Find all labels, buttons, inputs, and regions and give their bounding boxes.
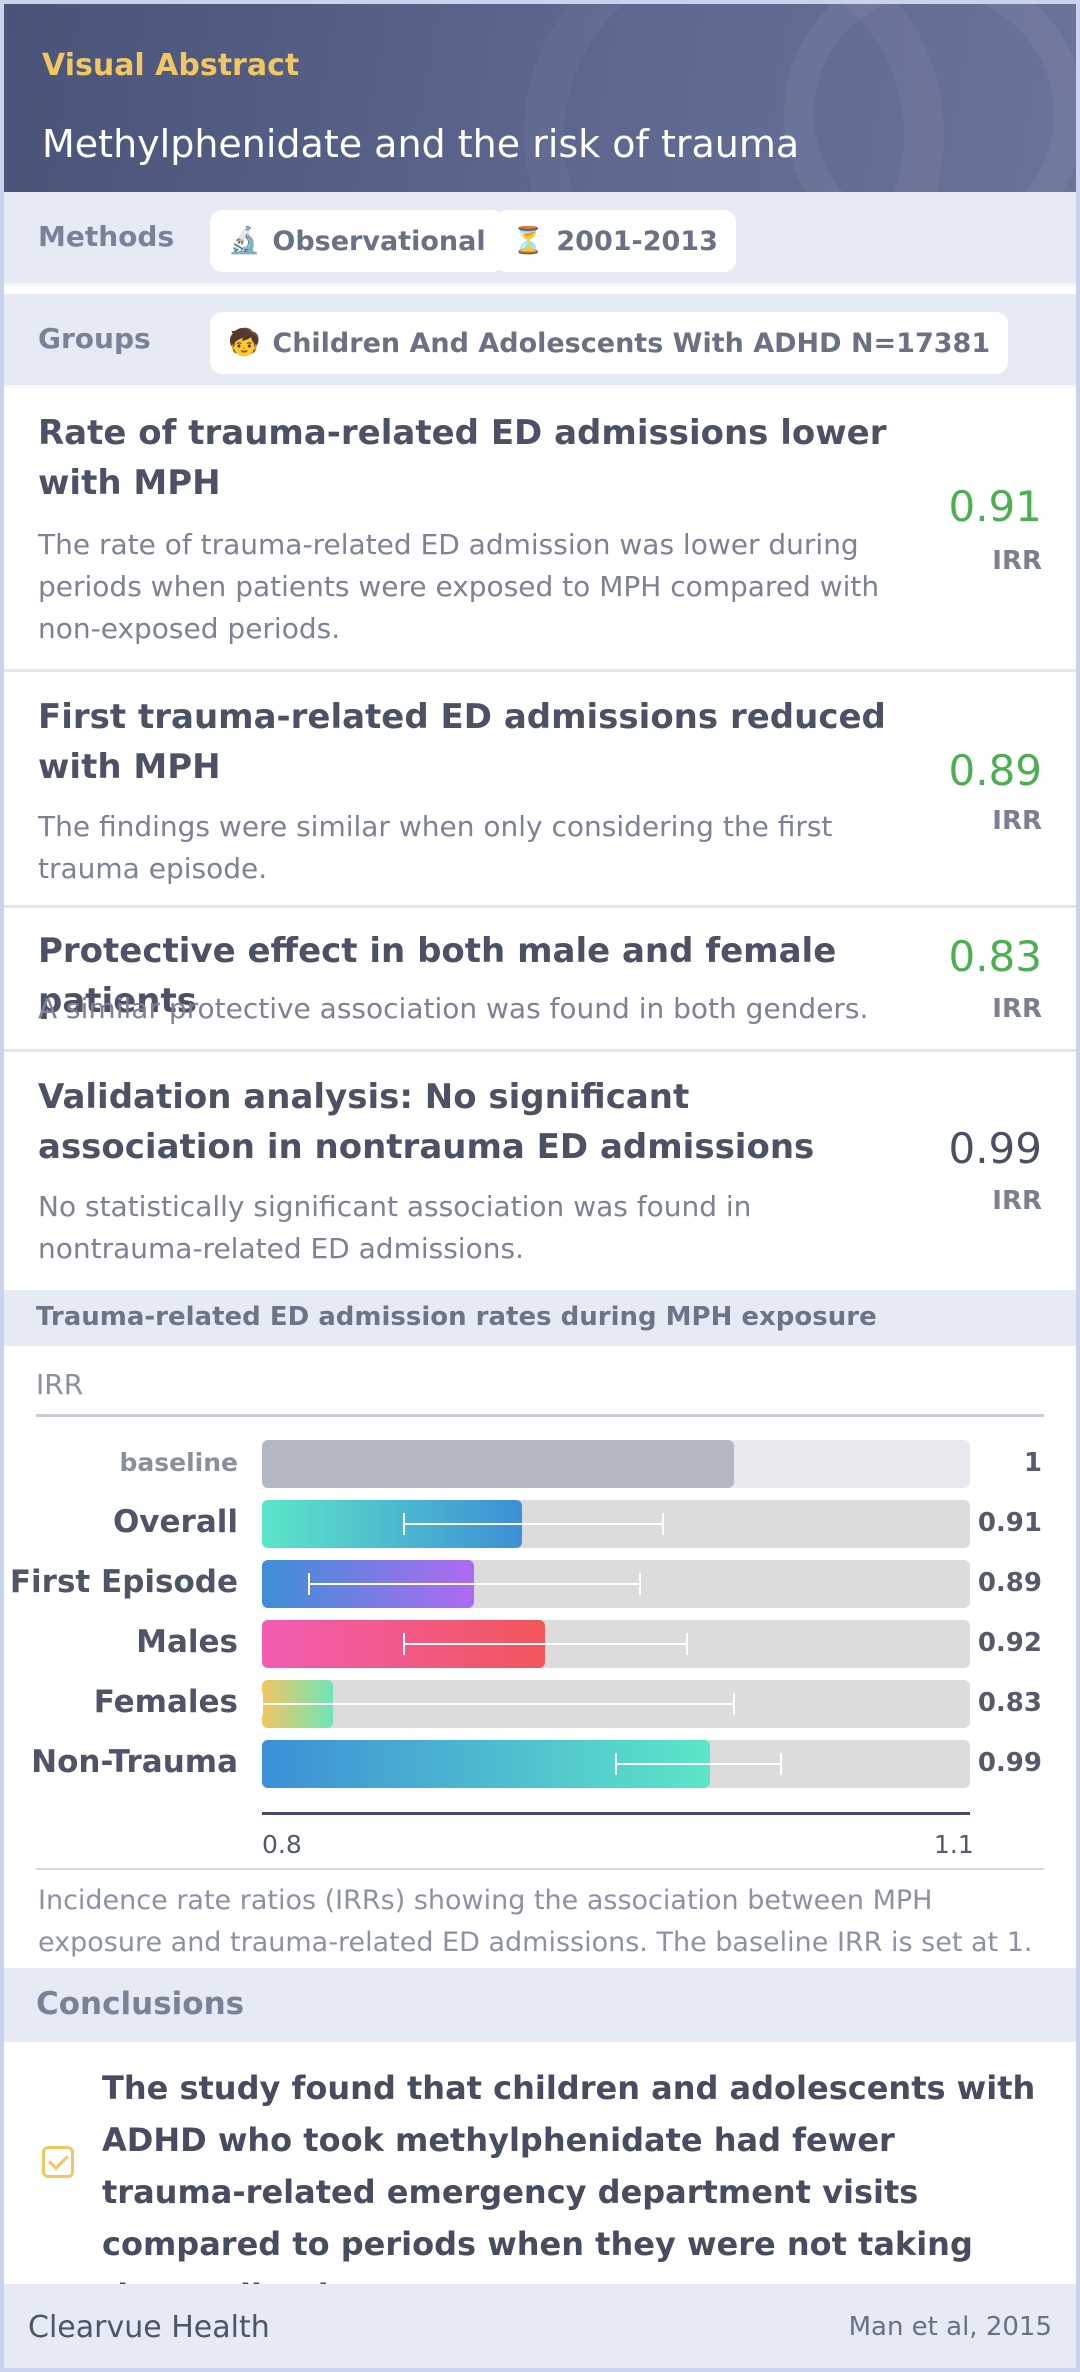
groups-label: Groups: [38, 322, 151, 355]
bar-track-males: [262, 1620, 970, 1668]
error-bar-females: [262, 1703, 734, 1705]
bar-label-males: Males: [136, 1624, 238, 1660]
bar-value-non-trauma: 0.99: [977, 1748, 1042, 1778]
finding-value: 0.83: [948, 932, 1042, 981]
error-bar-overall: [403, 1523, 664, 1525]
error-bar-cap-non-trauma: [615, 1753, 617, 1775]
conclusions-body: The study found that children and adoles…: [4, 2042, 1076, 2315]
citation: Man et al, 2015: [848, 2312, 1052, 2342]
checkbox-icon: [42, 2146, 74, 2178]
finding-title: Rate of trauma-related ED admissions low…: [38, 413, 887, 503]
error-bar-cap-females: [733, 1693, 735, 1715]
finding-unit: IRR: [992, 994, 1042, 1024]
chip-label: Children And Adolescents With ADHD N=173…: [272, 327, 991, 359]
finding-card: Protective effect in both male and femal…: [4, 908, 1076, 1052]
methods-chip-period: ⏳ 2001-2013: [494, 210, 736, 272]
footer: Clearvue Health Man et al, 2015: [4, 2284, 1076, 2368]
chart-caption: Incidence rate ratios (IRRs) showing the…: [38, 1885, 1033, 1958]
chart-divider: [36, 1414, 1044, 1417]
error-bar-non-trauma: [616, 1763, 782, 1765]
microscope-icon: 🔬: [228, 226, 261, 256]
chart-title: Trauma-related ED admission rates during…: [36, 1302, 877, 1332]
error-bar-cap-first-episode: [638, 1573, 641, 1595]
page-title: Methylphenidate and the risk of trauma: [42, 122, 800, 166]
bar-value-females: 0.83: [977, 1688, 1042, 1718]
bar-label-baseline: baseline: [119, 1448, 239, 1477]
finding-unit: IRR: [992, 1186, 1042, 1216]
bar-value-overall: 0.91: [977, 1508, 1042, 1538]
finding-description: A similar protective association was fou…: [38, 992, 869, 1025]
header: Visual Abstract Methylphenidate and the …: [4, 4, 1076, 192]
error-bar-cap-overall: [402, 1513, 405, 1535]
error-bar-first-episode: [309, 1583, 640, 1585]
bar-label-non-trauma: Non-Trauma: [31, 1744, 238, 1780]
error-bar-cap-males: [685, 1633, 688, 1655]
finding-value: 0.99: [948, 1124, 1042, 1173]
bar-value-males: 0.92: [977, 1628, 1042, 1658]
hourglass-icon: ⏳: [512, 226, 545, 256]
header-decoration: [784, 4, 1076, 192]
finding-value: 0.91: [948, 482, 1042, 531]
bar-label-overall: Overall: [112, 1504, 238, 1540]
bar-track-females: [261, 1680, 970, 1728]
bar-baseline: [262, 1440, 734, 1488]
finding-unit: IRR: [992, 546, 1042, 576]
chip-label: Observational: [272, 225, 486, 257]
error-bar-cap-females: [261, 1693, 263, 1715]
error-bar-cap-overall: [662, 1513, 665, 1535]
conclusion-text: The study found that children and adoles…: [102, 2069, 1036, 2315]
finding-title: Protective effect in both male and femal…: [38, 931, 837, 1021]
chip-label: 2001-2013: [556, 225, 718, 257]
irr-chart: IRR baseline 1 Overall 0.91 First Episode 0.8…: [4, 1346, 1076, 1968]
methods-chip-observational: 🔬 Observational: [210, 210, 504, 272]
bar-value-first-episode: 0.89: [977, 1568, 1042, 1598]
chart-divider: [36, 1868, 1044, 1870]
finding-unit: IRR: [992, 806, 1042, 836]
bar-track-baseline: [262, 1440, 970, 1488]
groups-chip: 🧒 Children And Adolescents With ADHD N=1…: [210, 312, 1009, 374]
methods-row: Methods 🔬 Observational ⏳ 2001-2013: [4, 192, 1076, 286]
finding-value: 0.89: [948, 746, 1042, 795]
finding-card: First trauma-related ED admissions reduc…: [4, 672, 1076, 908]
bar-track-first-episode: [262, 1560, 970, 1608]
finding-title: Validation analysis: No significant asso…: [38, 1077, 815, 1167]
conclusions-heading: Conclusions: [4, 1968, 1076, 2042]
finding-card: Validation analysis: No significant asso…: [4, 1052, 1076, 1290]
error-bar-cap-males: [402, 1633, 405, 1655]
child-icon: 🧒: [228, 328, 261, 358]
finding-card: Rate of trauma-related ED admissions low…: [4, 394, 1076, 672]
finding-description: The rate of trauma-related ED admission …: [38, 528, 880, 645]
chart-unit-label: IRR: [36, 1368, 84, 1401]
bar-label-first-episode: First Episode: [9, 1564, 238, 1600]
finding-description: No statistically significant association…: [38, 1190, 752, 1265]
x-tick-label: 0.8: [262, 1830, 302, 1859]
groups-row: Groups 🧒 Children And Adolescents With A…: [4, 294, 1076, 388]
bar-track-non-trauma: [262, 1740, 970, 1788]
bar-label-females: Females: [93, 1684, 238, 1720]
error-bar-cap-non-trauma: [780, 1753, 783, 1775]
error-bar-males: [403, 1643, 687, 1645]
bar-track-overall: [262, 1500, 970, 1548]
methods-label: Methods: [38, 220, 175, 253]
bar-value-baseline: 1: [1023, 1448, 1042, 1478]
conclusions-title: Conclusions: [36, 1986, 245, 2022]
header-label: Visual Abstract: [42, 48, 300, 83]
finding-title: First trauma-related ED admissions reduc…: [38, 697, 886, 787]
chart-heading: Trauma-related ED admission rates during…: [4, 1290, 1076, 1346]
x-tick-label: 1.1: [934, 1830, 974, 1859]
x-axis: [262, 1812, 970, 1815]
finding-description: The findings were similar when only cons…: [38, 810, 833, 885]
error-bar-cap-first-episode: [308, 1573, 311, 1595]
brand-name: Clearvue Health: [28, 2310, 270, 2345]
